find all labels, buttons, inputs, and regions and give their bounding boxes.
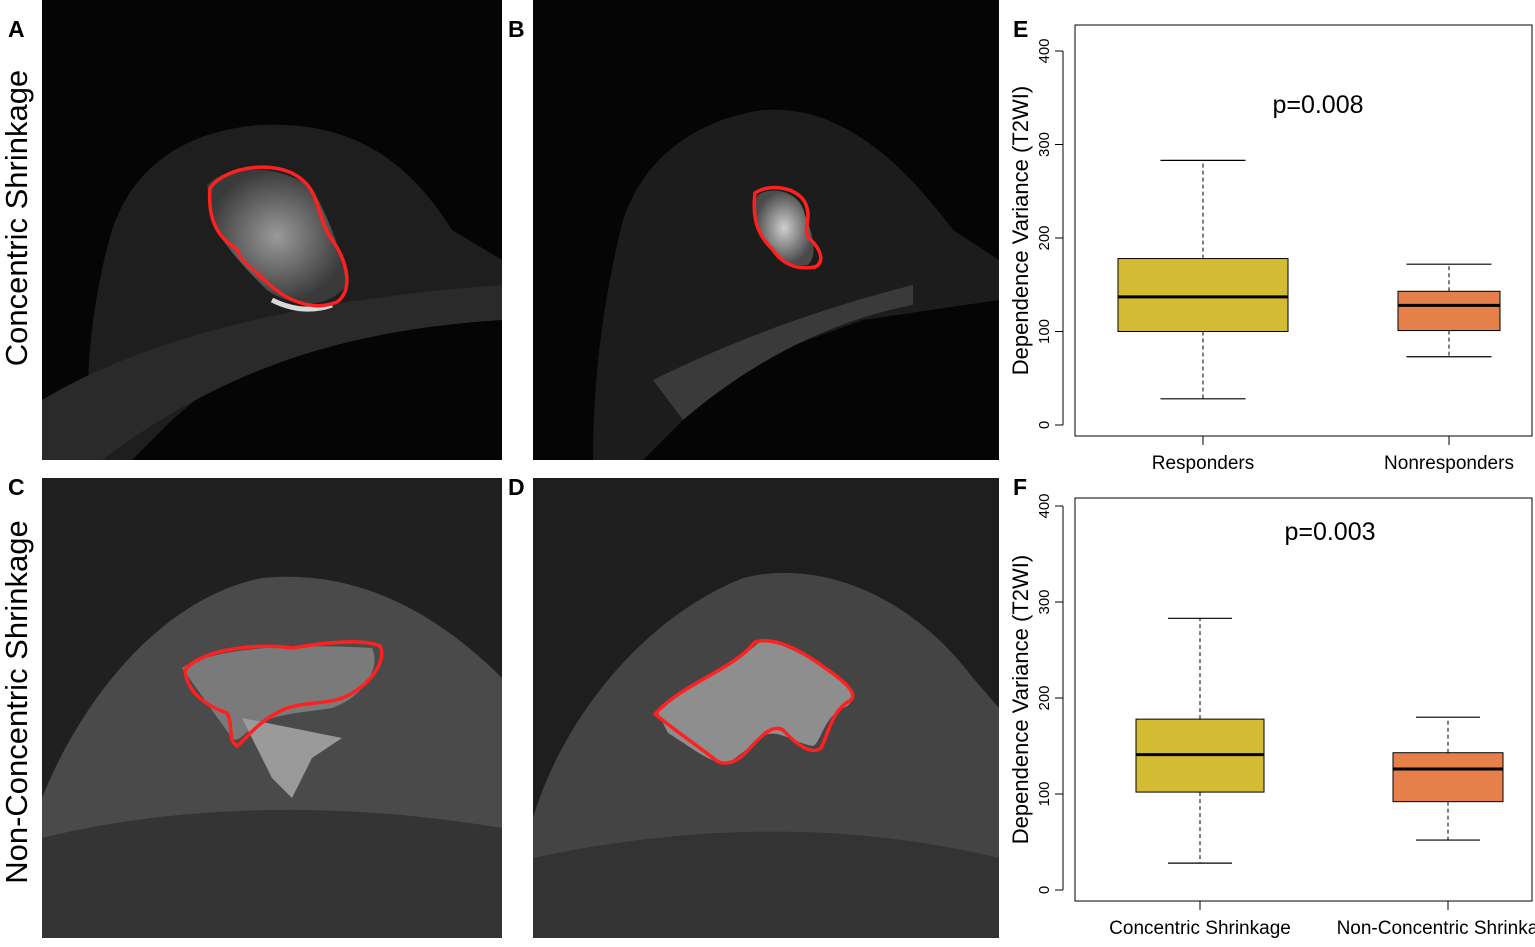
mri-image-a xyxy=(42,0,502,460)
y-tick-label: 200 xyxy=(1036,225,1053,250)
panel-letter-f: F xyxy=(1013,474,1028,500)
y-tick-label: 0 xyxy=(1036,421,1053,429)
x-tick-label: Nonresponders xyxy=(1384,453,1514,474)
p-value-annotation: p=0.003 xyxy=(1284,518,1375,546)
panel-letter-b: B xyxy=(508,16,525,42)
box-2 xyxy=(1392,752,1504,803)
panel-letter-a: A xyxy=(8,16,25,42)
panel-letter-e: E xyxy=(1013,16,1029,42)
panel-letter-d: D xyxy=(508,474,525,500)
row-label-non-concentric: Non-Concentric Shrinkage xyxy=(0,520,34,884)
y-axis-label: Dependence Variance (T2WI) xyxy=(1008,86,1033,375)
y-tick-label: 400 xyxy=(1036,38,1053,63)
plot-frame xyxy=(1074,497,1533,902)
y-tick-label: 300 xyxy=(1036,132,1053,157)
y-axis-label: Dependence Variance (T2WI) xyxy=(1008,555,1033,844)
y-tick-label: 100 xyxy=(1036,781,1053,806)
box-2 xyxy=(1397,290,1501,332)
y-tick-label: 300 xyxy=(1036,589,1053,614)
mri-image-b xyxy=(533,0,999,460)
panel-letter-c: C xyxy=(8,474,25,500)
x-tick-label: Concentric Shrinkage xyxy=(1109,918,1291,939)
y-tick-label: 400 xyxy=(1036,493,1053,518)
y-tick-label: 100 xyxy=(1036,319,1053,344)
mri-image-d xyxy=(533,478,999,938)
row-label-concentric: Concentric Shrinkage xyxy=(0,69,34,367)
p-value-annotation: p=0.008 xyxy=(1272,91,1363,119)
box-plot-e: 0 100 200 300 400 Dependence Variance (T2WI) p… xyxy=(1008,24,1533,474)
y-tick-label: 0 xyxy=(1036,886,1053,894)
x-tick-label: Responders xyxy=(1152,453,1254,474)
y-tick-label: 200 xyxy=(1036,685,1053,710)
mri-image-c xyxy=(42,478,502,938)
box-plot-f: 0 100 200 300 400 Dependence Variance (T2WI) p… xyxy=(1008,493,1535,939)
x-tick-label: Non-Concentric Shrinkage xyxy=(1337,918,1535,939)
box-1 xyxy=(1117,258,1289,333)
plot-frame xyxy=(1074,24,1533,437)
